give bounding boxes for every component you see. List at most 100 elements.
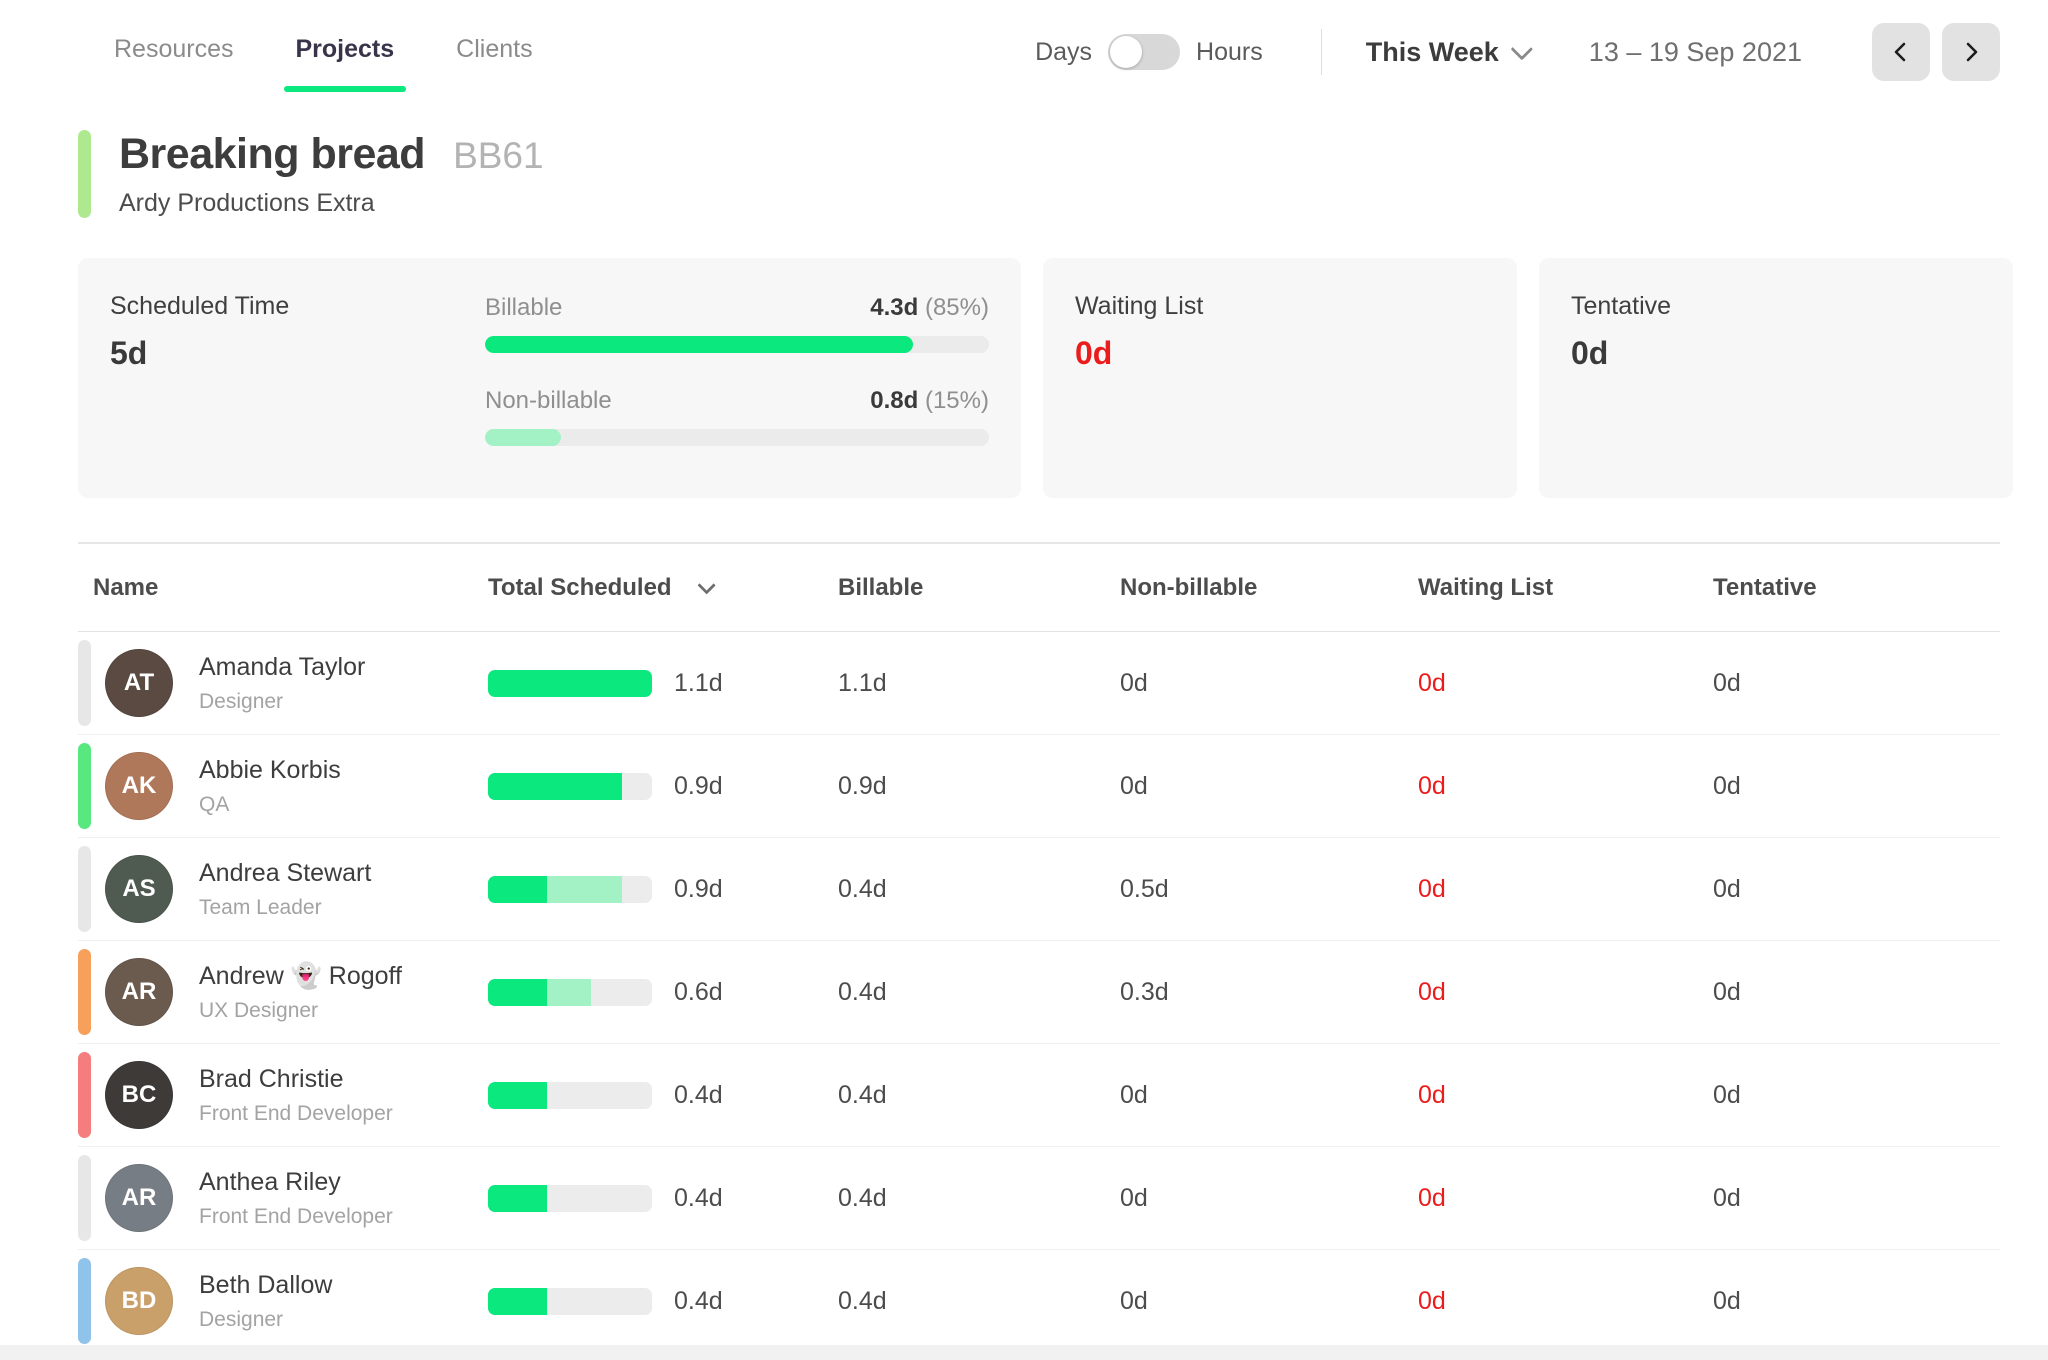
project-header: Breaking bread BB61 Ardy Productions Ext… bbox=[78, 130, 2000, 218]
hours-label: Hours bbox=[1196, 37, 1263, 66]
project-client: Ardy Productions Extra bbox=[119, 189, 375, 217]
total-scheduled-value: 1.1d bbox=[674, 668, 723, 697]
person-cell: AR Anthea Riley Front End Developer bbox=[78, 1147, 488, 1249]
total-scheduled-cell: 0.4d bbox=[488, 1287, 838, 1316]
non-billable-meter: Non-billable 0.8d (15%) bbox=[485, 387, 989, 446]
week-selector-dropdown[interactable]: This Week bbox=[1366, 37, 1533, 68]
person-cell: BD Beth Dallow Designer bbox=[78, 1250, 488, 1352]
person-role: UX Designer bbox=[199, 998, 319, 1022]
waiting-list-cell: 0d bbox=[1418, 1286, 1446, 1315]
person-role: Designer bbox=[199, 689, 284, 713]
total-scheduled-value: 0.9d bbox=[674, 874, 723, 903]
schedule-bar-non-billable-fill bbox=[547, 875, 623, 903]
person-name: Anthea Riley bbox=[199, 1167, 341, 1196]
column-header-non-billable[interactable]: Non-billable bbox=[1120, 573, 1258, 601]
tab-clients[interactable]: Clients bbox=[456, 34, 533, 63]
date-range: 13 – 19 Sep 2021 bbox=[1588, 36, 1802, 67]
top-bar-right: Days Hours This Week 13 – 19 Sep 2021 bbox=[1035, 23, 2000, 81]
person-role: Front End Developer bbox=[199, 1101, 393, 1125]
next-week-button[interactable] bbox=[1942, 23, 2000, 81]
schedule-bar-billable-fill bbox=[488, 1287, 548, 1315]
table-row[interactable]: AK Abbie Korbis QA 0.9d 0.9d 0d 0d 0d bbox=[78, 735, 2000, 838]
schedule-bar-billable-fill bbox=[488, 978, 548, 1006]
table-row[interactable]: BC Brad Christie Front End Developer 0.4… bbox=[78, 1044, 2000, 1147]
person-cell: BC Brad Christie Front End Developer bbox=[78, 1044, 488, 1146]
divider bbox=[1320, 29, 1322, 75]
column-header-waiting-list[interactable]: Waiting List bbox=[1418, 573, 1554, 601]
non-billable-cell: 0d bbox=[1120, 1286, 1148, 1315]
person-role: Front End Developer bbox=[199, 1204, 393, 1228]
tentative-cell: 0d bbox=[1713, 668, 1741, 697]
column-header-billable[interactable]: Billable bbox=[838, 573, 924, 601]
non-billable-value: 0.8d (15%) bbox=[870, 387, 989, 415]
tentative-value: 0d bbox=[1571, 335, 1609, 371]
table-row[interactable]: BD Beth Dallow Designer 0.4d 0.4d 0d 0d … bbox=[78, 1250, 2000, 1353]
schedule-bar-billable-fill bbox=[488, 875, 548, 903]
scheduled-time-value: 5d bbox=[110, 335, 148, 371]
billable-cell: 0.4d bbox=[838, 874, 887, 903]
person-color-bar bbox=[78, 846, 91, 932]
non-billable-cell: 0.3d bbox=[1120, 977, 1169, 1006]
tentative-cell: 0d bbox=[1713, 977, 1741, 1006]
tab-projects[interactable]: Projects bbox=[283, 35, 406, 92]
column-header-tentative[interactable]: Tentative bbox=[1713, 573, 1817, 601]
avatar-initials: BC bbox=[121, 1081, 157, 1108]
non-billable-cell: 0d bbox=[1120, 1080, 1148, 1109]
schedule-bar-track bbox=[488, 669, 652, 697]
schedule-bar-track bbox=[488, 772, 652, 800]
toggle-knob bbox=[1110, 36, 1143, 68]
schedule-bar-track bbox=[488, 875, 652, 903]
billable-cell: 0.4d bbox=[838, 1183, 887, 1212]
billable-cell: 0.4d bbox=[838, 1080, 887, 1109]
person-identity: Andrew 👻 Rogoff UX Designer bbox=[199, 962, 402, 1023]
schedule-bar-track bbox=[488, 978, 652, 1006]
summary-cards: Scheduled Time 5d Billable 4.3d (85%) No… bbox=[78, 258, 2013, 498]
avatar: BC bbox=[105, 1061, 173, 1129]
avatar-initials: AR bbox=[121, 1184, 157, 1211]
billable-bar-track bbox=[485, 336, 989, 353]
column-header-total-scheduled[interactable]: Total Scheduled bbox=[488, 574, 838, 602]
non-billable-bar-fill bbox=[485, 429, 561, 446]
schedule-bar-track bbox=[488, 1287, 652, 1315]
total-scheduled-value: 0.6d bbox=[674, 977, 723, 1006]
person-identity: Andrea Stewart Team Leader bbox=[199, 859, 371, 920]
days-label: Days bbox=[1035, 37, 1093, 66]
column-header-name[interactable]: Name bbox=[93, 573, 159, 601]
prev-week-button[interactable] bbox=[1872, 23, 1930, 81]
sort-chevron-icon bbox=[697, 576, 716, 595]
avatar-initials: AT bbox=[123, 669, 155, 696]
billable-cell: 1.1d bbox=[838, 668, 887, 697]
waiting-list-cell: 0d bbox=[1418, 1080, 1446, 1109]
schedule-bar-track bbox=[488, 1184, 652, 1212]
chevron-left-icon bbox=[1894, 42, 1906, 62]
table-row[interactable]: AT Amanda Taylor Designer 1.1d 1.1d 0d 0… bbox=[78, 632, 2000, 735]
table-row[interactable]: AR Anthea Riley Front End Developer 0.4d… bbox=[78, 1147, 2000, 1250]
schedule-bar-billable-fill bbox=[488, 669, 652, 697]
person-role: Designer bbox=[199, 1307, 284, 1331]
person-cell: AS Andrea Stewart Team Leader bbox=[78, 838, 488, 940]
person-identity: Brad Christie Front End Developer bbox=[199, 1065, 393, 1126]
avatar: AK bbox=[105, 752, 173, 820]
table-row[interactable]: AR Andrew 👻 Rogoff UX Designer 0.6d 0.4d… bbox=[78, 941, 2000, 1044]
person-name: Brad Christie bbox=[199, 1064, 344, 1093]
total-scheduled-cell: 0.9d bbox=[488, 875, 838, 904]
tab-resources[interactable]: Resources bbox=[114, 34, 234, 63]
person-name: Andrea Stewart bbox=[199, 858, 372, 887]
days-hours-toggle[interactable] bbox=[1108, 34, 1181, 70]
avatar-initials: AS bbox=[122, 875, 156, 902]
waiting-list-value: 0d bbox=[1075, 335, 1113, 371]
schedule-bar-billable-fill bbox=[488, 772, 623, 800]
person-color-bar bbox=[78, 949, 91, 1035]
billable-bar-fill bbox=[485, 336, 914, 353]
person-role: QA bbox=[199, 792, 230, 816]
avatar-initials: AR bbox=[121, 978, 157, 1005]
person-name: Amanda Taylor bbox=[199, 652, 366, 681]
person-name: Andrew 👻 Rogoff bbox=[199, 961, 402, 990]
table-row[interactable]: AS Andrea Stewart Team Leader 0.9d 0.4d … bbox=[78, 838, 2000, 941]
waiting-list-cell: 0d bbox=[1418, 874, 1446, 903]
person-identity: Anthea Riley Front End Developer bbox=[199, 1168, 393, 1229]
billable-cell: 0.4d bbox=[838, 1286, 887, 1315]
waiting-list-cell: 0d bbox=[1418, 977, 1446, 1006]
billable-label: Billable bbox=[485, 294, 563, 321]
